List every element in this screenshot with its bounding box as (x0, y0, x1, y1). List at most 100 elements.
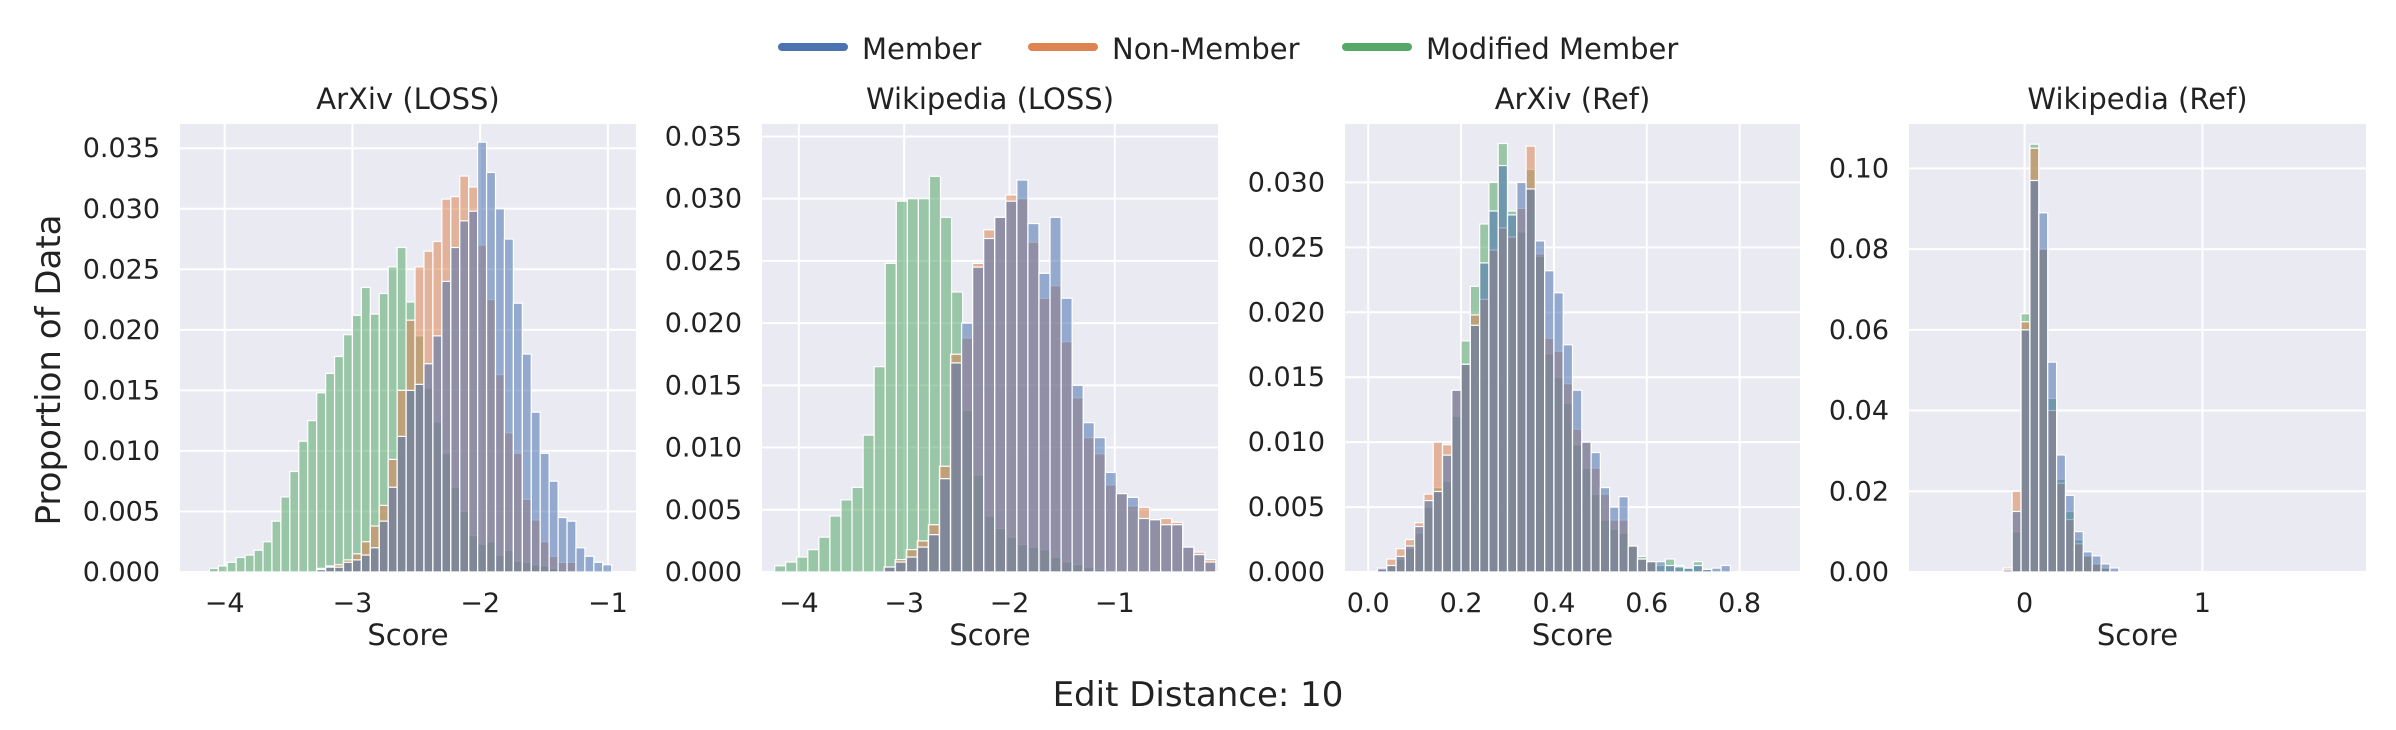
histogram-bar (378, 520, 389, 573)
histogram-bar (369, 547, 380, 573)
histogram-bar (575, 547, 586, 573)
histogram-bar (873, 366, 886, 573)
histogram-bar (512, 302, 523, 573)
histogram-bar (1711, 567, 1722, 573)
histogram-bar (2082, 551, 2093, 573)
figure-ylabel: Proportion of Data (29, 215, 69, 526)
histogram-bar (360, 554, 371, 573)
histogram-bar (1655, 561, 1666, 573)
x-tick-label: 0.8 (1718, 588, 1761, 619)
histogram-bar (351, 314, 362, 573)
histogram-bar (566, 520, 577, 573)
y-tick-label: 0.030 (665, 184, 742, 215)
histogram-bar (1404, 545, 1416, 573)
histogram-bar (530, 411, 541, 573)
histogram-bar (342, 334, 354, 573)
histogram-bar (960, 322, 974, 573)
x-axis-label: Score (949, 618, 1030, 652)
histogram-bar (325, 566, 336, 573)
x-tick-label: −2 (460, 588, 500, 619)
histogram-bar (1618, 496, 1629, 573)
histogram-bar (1451, 389, 1462, 573)
histogram-bar (895, 200, 908, 573)
y-tick-label: 0.025 (83, 254, 160, 285)
histogram-bar (1060, 297, 1073, 573)
histogram-bar (1488, 210, 1499, 573)
histogram-bar (557, 516, 568, 573)
histogram-bar (1115, 493, 1129, 573)
legend: Member Non-Member Modified Member (778, 32, 1678, 66)
histogram-bar (1720, 564, 1731, 573)
histogram-bar (2029, 179, 2040, 573)
histogram-bar (1636, 558, 1648, 573)
histogram-bar (280, 496, 291, 573)
histogram-bar (1137, 517, 1151, 573)
histogram-bar (1376, 567, 1388, 573)
histogram-bar (2020, 329, 2031, 573)
y-tick-label: 0.015 (665, 370, 742, 401)
y-tick-label: 0.005 (665, 495, 742, 526)
panel-title: ArXiv (LOSS) (316, 82, 499, 116)
histogram-bar (1193, 553, 1206, 573)
histogram-bar (2109, 567, 2120, 573)
histogram-bar (360, 286, 371, 573)
x-tick-label: 0.0 (1347, 588, 1390, 619)
histogram-bar (244, 554, 255, 573)
histogram-bar (503, 238, 514, 573)
x-tick-label: −3 (333, 588, 373, 619)
y-tick-label: 0.025 (1248, 232, 1325, 263)
histogram-bar (829, 515, 842, 573)
histogram-bar (983, 237, 996, 573)
histogram-bar (602, 564, 613, 573)
histogram-bar (477, 141, 488, 573)
panel-3: ArXiv (Ref) 0.0 0.2 0.4 0.6 0.8 0.000 0.005 0.01… (1248, 82, 1800, 652)
y-tick-label: 0.000 (1248, 557, 1325, 588)
histogram-bar (405, 389, 416, 573)
panel-2: Wikipedia (LOSS) −4 −3 −2 −1 0.000 0.005 0.010 0… (665, 82, 1218, 652)
panel-4: Wikipedia (Ref) 0 1 0.00 0.02 0.04 0.06 0.08 0.1… (1829, 82, 2366, 652)
histogram-bar (2002, 569, 2013, 573)
histogram-bar (1423, 499, 1434, 573)
histogram-bar (949, 362, 963, 573)
y-tick-label: 0.025 (665, 246, 742, 277)
histogram-bar (1432, 490, 1444, 573)
histogram-bar (2011, 510, 2022, 573)
legend-label-modified-member: Modified Member (1426, 32, 1678, 66)
y-tick-label: 0.005 (83, 496, 160, 527)
histogram-bar (441, 280, 452, 573)
series-member (1376, 164, 1731, 573)
histogram-bar (307, 420, 318, 573)
histogram-bar (883, 566, 896, 573)
histogram-bar (1160, 524, 1173, 573)
histogram-bar (994, 216, 1007, 573)
histogram-bar (2055, 454, 2067, 573)
panel-title: Wikipedia (Ref) (2027, 82, 2247, 116)
y-tick-label: 0.015 (1248, 362, 1325, 393)
histogram-bar (217, 565, 228, 573)
histogram-bar (1414, 525, 1425, 573)
series-member (2002, 179, 2120, 573)
histogram-bar (494, 208, 506, 573)
x-axis-label: Score (367, 618, 448, 652)
histogram-bar (253, 549, 264, 573)
histogram-bar (1441, 454, 1453, 573)
y-tick-label: 0.020 (665, 308, 742, 339)
figure-suptitle: Edit Distance: 10 (1053, 675, 1344, 715)
x-axis-label: Score (2097, 618, 2178, 652)
histogram-bar (208, 567, 219, 573)
x-tick-label: −4 (779, 588, 819, 619)
histogram-bar (1664, 564, 1676, 573)
histogram-bar (468, 210, 479, 573)
histogram-bar (342, 561, 354, 573)
histogram-bar (1516, 181, 1527, 573)
histogram-bar (1016, 179, 1029, 573)
histogram-bar (396, 435, 407, 573)
histogram-bar (1027, 222, 1040, 573)
histogram-bar (862, 434, 875, 573)
histogram-bar (1469, 324, 1481, 573)
series-member (883, 179, 1217, 573)
histogram-bar (548, 480, 559, 573)
histogram-bar (2064, 494, 2075, 573)
x-tick-label: 1 (2194, 588, 2211, 619)
